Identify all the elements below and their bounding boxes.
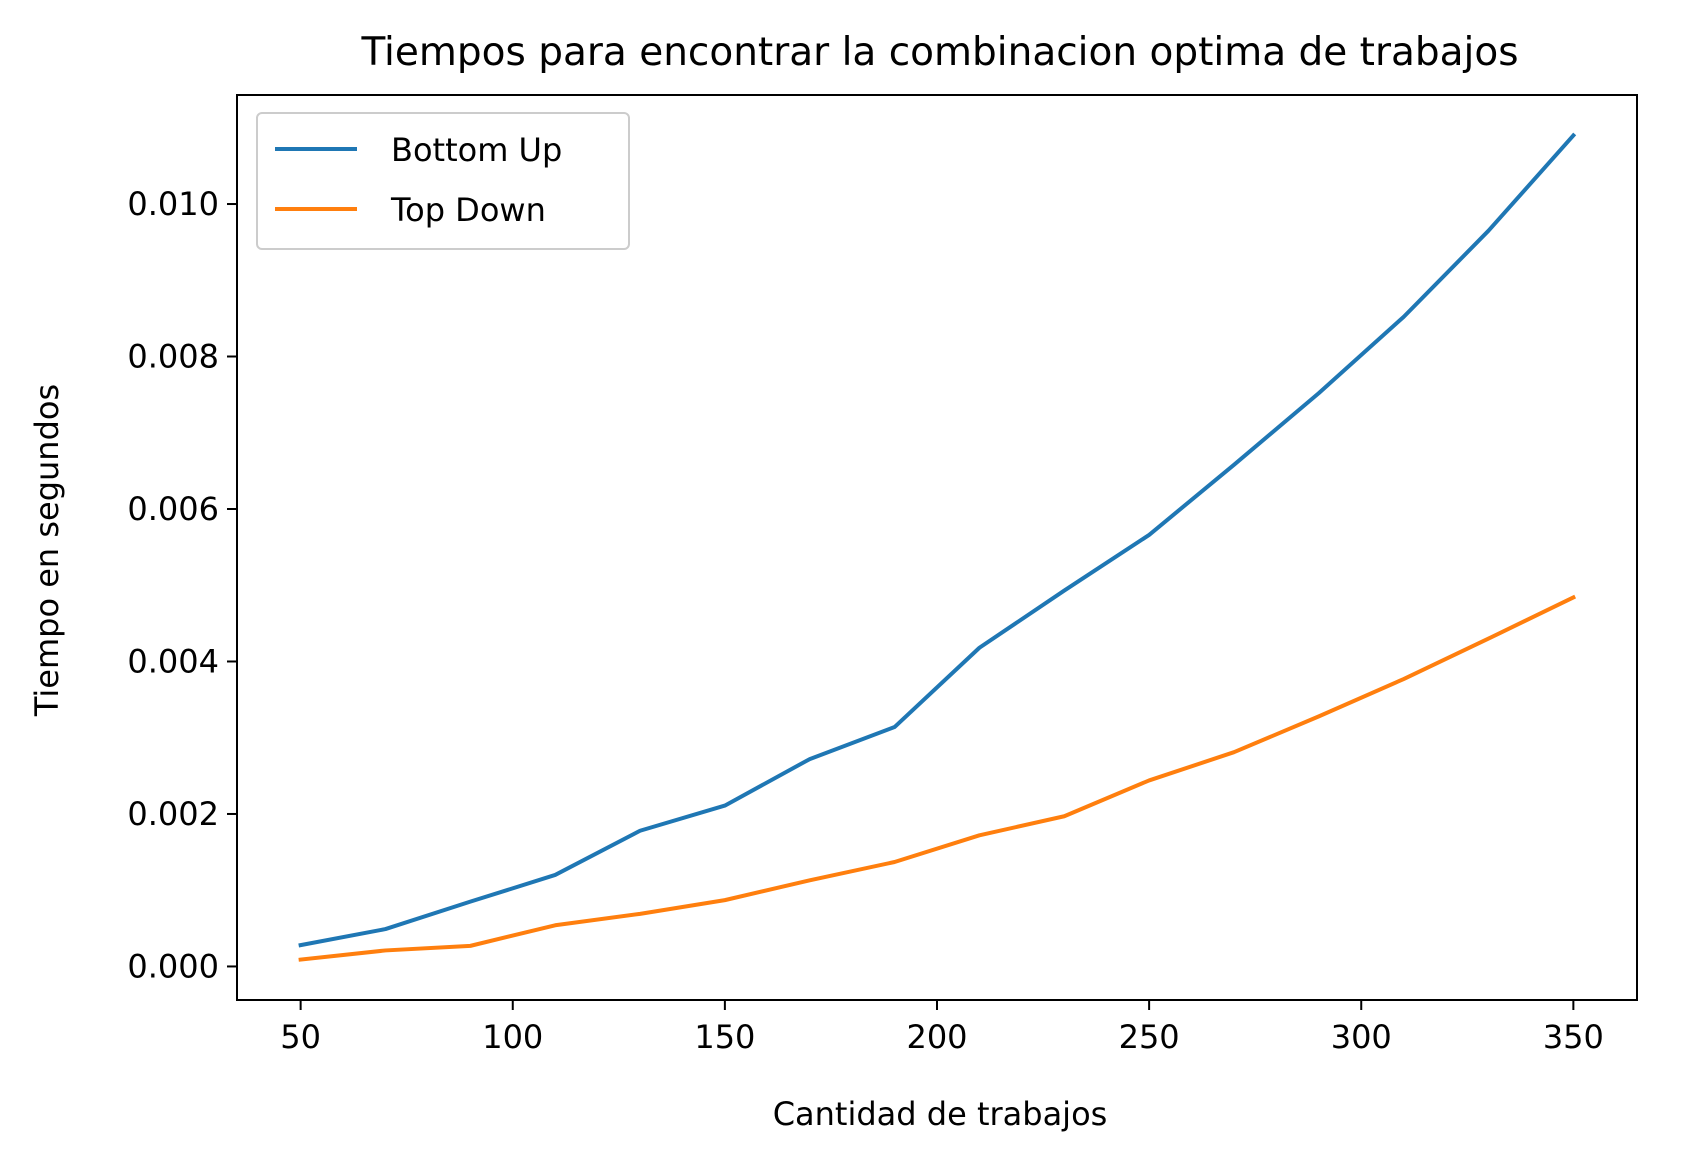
x-tick-label: 200 (906, 1018, 967, 1056)
series-line-top-down (298, 594, 1577, 962)
legend-label-top-down: Top Down (390, 191, 546, 229)
y-tick-label: 0.004 (127, 642, 219, 680)
y-tick-label: 0.006 (127, 490, 219, 528)
series-line-bottom-up (298, 132, 1577, 948)
chart-title: Tiempos para encontrar la combinacion op… (360, 30, 1518, 75)
x-tick-label: 50 (280, 1018, 321, 1056)
y-tick-label: 0.002 (127, 795, 219, 833)
legend-label-bottom-up: Bottom Up (391, 131, 562, 169)
x-tick-label: 150 (694, 1018, 755, 1056)
y-tick-label: 0.008 (127, 338, 219, 376)
x-tick-label: 300 (1331, 1018, 1392, 1056)
x-tick-label: 350 (1543, 1018, 1604, 1056)
y-tick-label: 0.000 (127, 947, 219, 985)
x-tick-label: 250 (1119, 1018, 1180, 1056)
y-axis-label: Tiempo en segundos (28, 384, 66, 717)
plot-area: 50 100 150 200 250 300 350 0.000 0.002 0.004 0.006… (127, 94, 1638, 1056)
y-tick-label: 0.010 (127, 185, 219, 223)
x-axis-label: Cantidad de trabajos (773, 1095, 1108, 1133)
x-tick-label: 100 (482, 1018, 543, 1056)
